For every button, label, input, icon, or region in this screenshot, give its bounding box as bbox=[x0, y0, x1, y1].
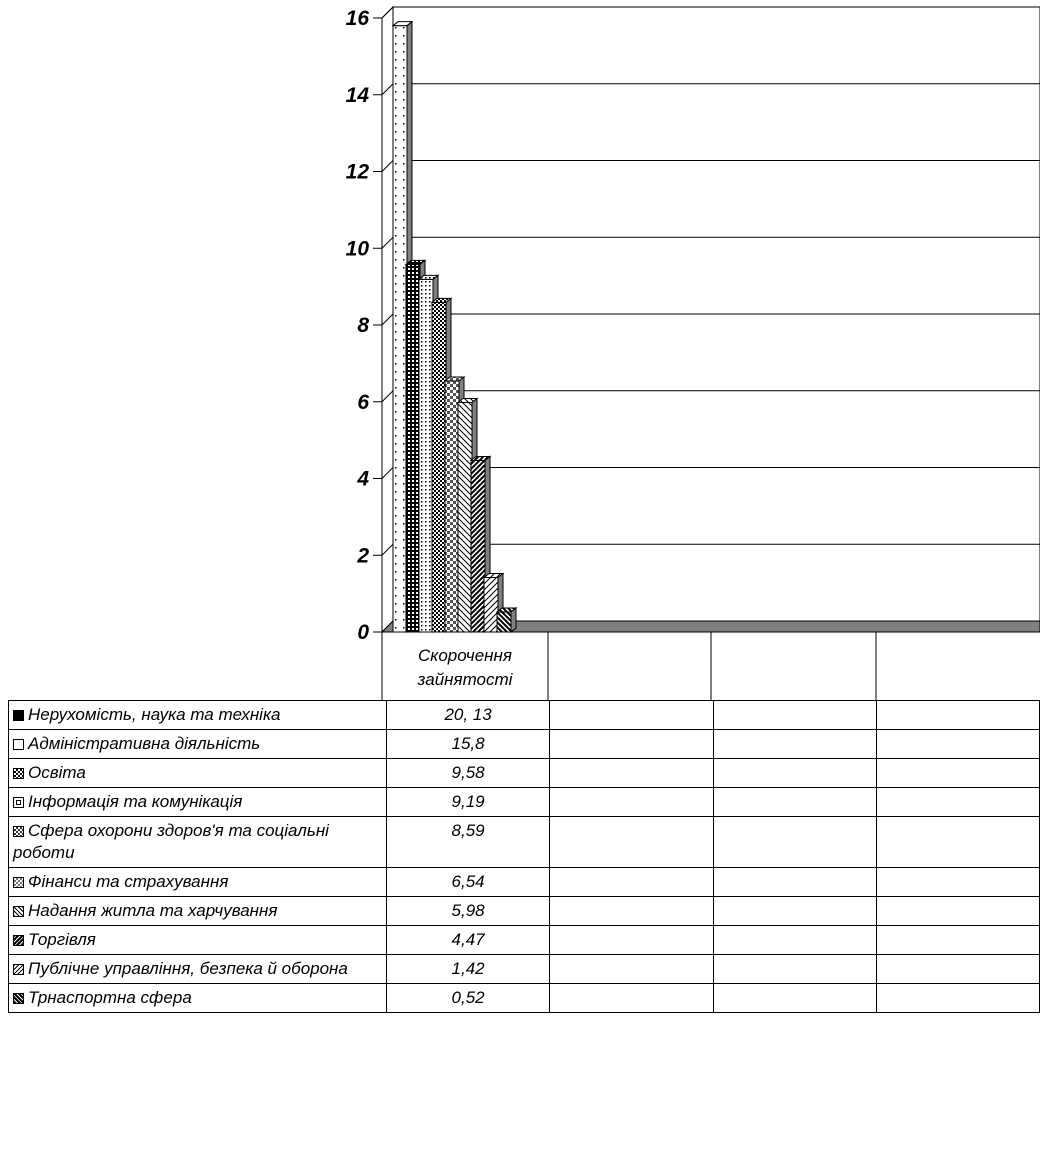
empty-cell bbox=[549, 983, 714, 1013]
empty-cell bbox=[712, 896, 877, 926]
y-tick-label: 2 bbox=[356, 544, 369, 567]
y-tick-label: 16 bbox=[346, 7, 370, 30]
category-label: Скорочення bbox=[418, 646, 512, 665]
table-row: Публічне управління, безпека й оборона 1,… bbox=[8, 954, 1040, 984]
legend-swatch-icon bbox=[13, 797, 24, 808]
empty-cell bbox=[875, 896, 1040, 926]
series-value-cell: 6,54 bbox=[385, 867, 551, 897]
empty-cell bbox=[712, 816, 877, 868]
empty-cell bbox=[875, 867, 1040, 897]
series-name-cell: Торгівля bbox=[8, 925, 387, 955]
y-tick-label: 12 bbox=[346, 161, 370, 184]
y-tick-label: 4 bbox=[356, 468, 369, 491]
series-name-cell: Нерухомість, наука та техніка bbox=[8, 700, 387, 730]
empty-cell bbox=[712, 983, 877, 1013]
legend-swatch-icon bbox=[13, 877, 24, 888]
y-tick-label: 8 bbox=[357, 314, 369, 337]
gridline bbox=[381, 6, 1040, 19]
legend-swatch-icon bbox=[13, 906, 24, 917]
series-name: Освіта bbox=[28, 763, 86, 782]
legend-swatch-icon bbox=[13, 935, 24, 946]
empty-cell bbox=[712, 758, 877, 788]
series-name-cell: Сфера охорони здоров'я та соціальні робо… bbox=[8, 816, 387, 868]
series-name: Надання житла та харчування bbox=[28, 901, 278, 920]
empty-cell bbox=[712, 954, 877, 984]
series-value-cell: 15,8 bbox=[385, 729, 551, 759]
series-name-cell: Публічне управління, безпека й оборона bbox=[8, 954, 387, 984]
empty-cell bbox=[549, 758, 714, 788]
legend-swatch-icon bbox=[13, 710, 24, 721]
bar-chart: 0 2 4 6 8 10 12 14 16 Скорочення зайнятості bbox=[346, 5, 1040, 700]
category-label: зайнятості bbox=[417, 670, 514, 689]
series-name-cell: Трнаспортна сфера bbox=[8, 983, 387, 1013]
data-table: Нерухомість, наука та техніка 20, 13 Адмін… bbox=[8, 700, 1040, 1013]
legend-swatch-icon bbox=[13, 826, 24, 837]
series-name-cell: Адміністративна діяльність bbox=[8, 729, 387, 759]
category-labels: Скорочення зайнятості bbox=[381, 632, 877, 700]
series-value-cell: 20, 13 bbox=[385, 700, 551, 730]
series-name: Фінанси та страхування bbox=[28, 872, 229, 891]
series-name-cell: Інформація та комунікація bbox=[8, 787, 387, 817]
y-tick-label: 10 bbox=[346, 237, 370, 260]
table-row: Сфера охорони здоров'я та соціальні робо… bbox=[8, 816, 1040, 868]
empty-cell bbox=[875, 787, 1040, 817]
series-value-cell: 5,98 bbox=[385, 896, 551, 926]
table-row: Трнаспортна сфера 0,52 bbox=[8, 983, 1040, 1013]
empty-cell bbox=[712, 925, 877, 955]
legend-swatch-icon bbox=[13, 768, 24, 779]
bars bbox=[391, 20, 518, 634]
series-name-cell: Освіта bbox=[8, 758, 387, 788]
legend-swatch-icon bbox=[13, 964, 24, 975]
empty-cell bbox=[875, 983, 1040, 1013]
table-row: Торгівля 4,47 bbox=[8, 925, 1040, 955]
empty-cell bbox=[712, 729, 877, 759]
table-row: Адміністративна діяльність 15,8 bbox=[8, 729, 1040, 759]
empty-cell bbox=[875, 729, 1040, 759]
series-name: Нерухомість, наука та техніка bbox=[28, 705, 281, 724]
series-name: Сфера охорони здоров'я та соціальні робо… bbox=[13, 821, 329, 862]
empty-cell bbox=[875, 954, 1040, 984]
table-row: Освіта 9,58 bbox=[8, 758, 1040, 788]
empty-cell bbox=[549, 867, 714, 897]
empty-cell bbox=[875, 925, 1040, 955]
empty-cell bbox=[549, 787, 714, 817]
series-value-cell: 0,52 bbox=[385, 983, 551, 1013]
empty-cell bbox=[712, 787, 877, 817]
table-row: Інформація та комунікація 9,19 bbox=[8, 787, 1040, 817]
series-name: Інформація та комунікація bbox=[28, 792, 243, 811]
empty-cell bbox=[875, 758, 1040, 788]
series-name-cell: Фінанси та страхування bbox=[8, 867, 387, 897]
legend-swatch-icon bbox=[13, 739, 24, 750]
empty-cell bbox=[549, 896, 714, 926]
bar bbox=[495, 607, 518, 634]
series-value-cell: 4,47 bbox=[385, 925, 551, 955]
series-value-cell: 9,58 bbox=[385, 758, 551, 788]
empty-cell bbox=[875, 816, 1040, 868]
empty-cell bbox=[549, 816, 714, 868]
empty-cell bbox=[549, 925, 714, 955]
table-row: Надання житла та харчування 5,98 bbox=[8, 896, 1040, 926]
y-axis: 0 2 4 6 8 10 12 14 16 bbox=[346, 7, 383, 644]
series-value-cell: 9,19 bbox=[385, 787, 551, 817]
series-name: Адміністративна діяльність bbox=[28, 734, 261, 753]
empty-cell bbox=[712, 867, 877, 897]
empty-cell bbox=[549, 700, 714, 730]
table-row: Нерухомість, наука та техніка 20, 13 bbox=[8, 700, 1040, 730]
series-name-cell: Надання житла та харчування bbox=[8, 896, 387, 926]
y-tick-label: 0 bbox=[357, 621, 369, 644]
empty-cell bbox=[875, 700, 1040, 730]
series-name: Торгівля bbox=[28, 930, 96, 949]
y-tick-label: 14 bbox=[346, 84, 370, 107]
series-value-cell: 8,59 bbox=[385, 816, 551, 868]
empty-cell bbox=[712, 700, 877, 730]
series-value-cell: 1,42 bbox=[385, 954, 551, 984]
table-row: Фінанси та страхування 6,54 bbox=[8, 867, 1040, 897]
series-name: Трнаспортна сфера bbox=[28, 988, 192, 1007]
series-name: Публічне управління, безпека й оборона bbox=[28, 959, 348, 978]
y-tick-label: 6 bbox=[357, 391, 369, 414]
empty-cell bbox=[549, 729, 714, 759]
legend-swatch-icon bbox=[13, 993, 24, 1004]
empty-cell bbox=[549, 954, 714, 984]
